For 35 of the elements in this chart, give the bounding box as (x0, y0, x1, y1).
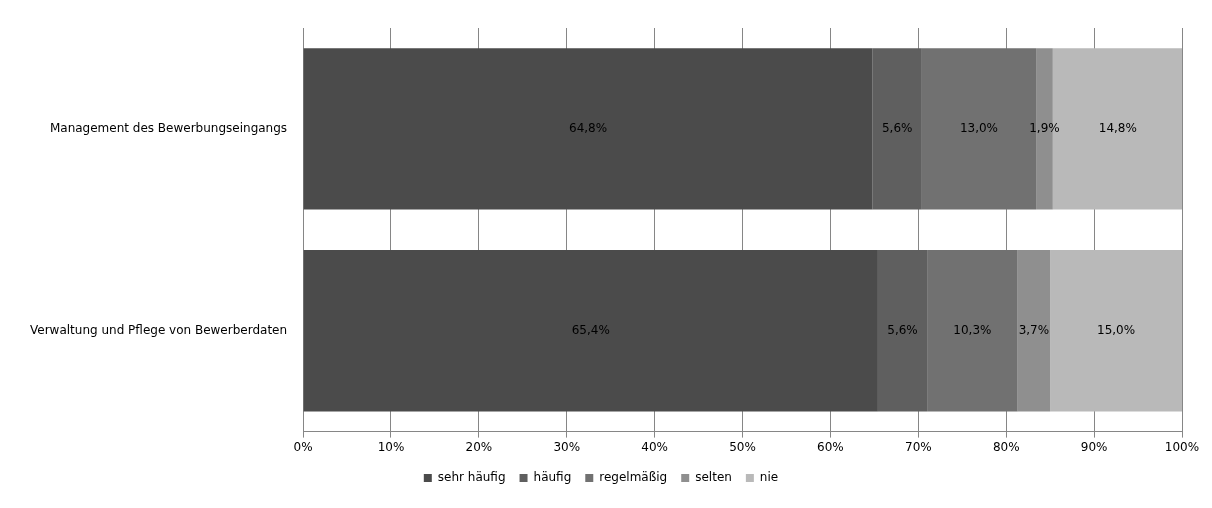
data-label: 1,9% (1029, 121, 1060, 136)
y-tick-label: Verwaltung und Pflege von Bewerberdaten (30, 322, 288, 337)
bar (927, 249, 1018, 412)
x-tick-label: 80% (992, 439, 1020, 454)
x-tick-label: 40% (641, 439, 668, 454)
legend-label: selten (695, 470, 732, 485)
bar (1017, 249, 1051, 412)
x-tick-label: 20% (465, 439, 493, 454)
data-label: 65,4% (571, 322, 610, 337)
x-tick-label: 100% (1164, 439, 1200, 454)
data-label: 14,8% (1098, 121, 1137, 136)
y-tick-label: Management des Bewerbungseingangs (49, 121, 288, 136)
legend-label: häufig (533, 470, 572, 485)
x-tick-label: 60% (817, 439, 844, 454)
data-label: 64,8% (569, 121, 608, 136)
bar (303, 48, 873, 210)
x-tick-label: 30% (553, 439, 581, 454)
legend-label: sehr häufig (437, 470, 506, 485)
data-label: 10,3% (953, 322, 992, 337)
x-tick-label: 90% (1080, 439, 1108, 454)
legend-label: nie (759, 470, 779, 485)
bar (877, 249, 928, 412)
x-tick-label: 0% (293, 439, 313, 454)
data-label: 15,0% (1097, 322, 1136, 337)
bar (1050, 249, 1182, 412)
data-label: 5,6% (881, 121, 913, 136)
bar (303, 249, 878, 412)
x-tick-label: 50% (729, 439, 756, 454)
x-tick-label: 10% (377, 439, 405, 454)
legend-label: regelmäßig (599, 470, 668, 485)
bar (872, 48, 922, 210)
data-label: 5,6% (887, 322, 918, 337)
data-label: 13,0% (959, 121, 999, 136)
x-tick-label: 70% (904, 439, 932, 454)
data-label: 3,7% (1018, 322, 1050, 337)
